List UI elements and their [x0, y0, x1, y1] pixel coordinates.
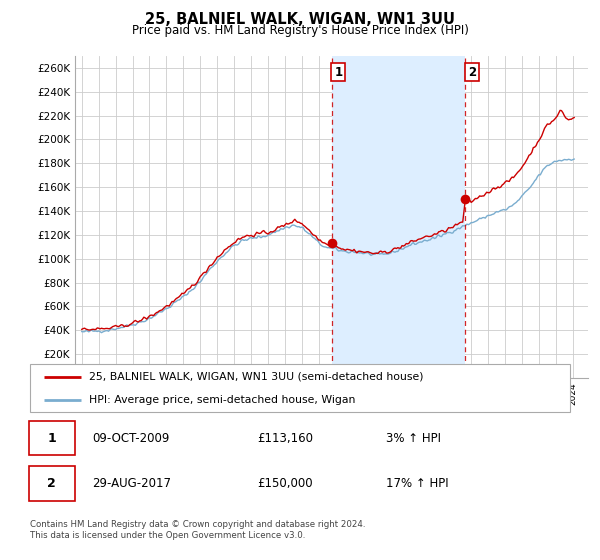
Text: 25, BALNIEL WALK, WIGAN, WN1 3UU: 25, BALNIEL WALK, WIGAN, WN1 3UU	[145, 12, 455, 27]
Text: Price paid vs. HM Land Registry's House Price Index (HPI): Price paid vs. HM Land Registry's House …	[131, 24, 469, 36]
Text: 25, BALNIEL WALK, WIGAN, WN1 3UU (semi-detached house): 25, BALNIEL WALK, WIGAN, WN1 3UU (semi-d…	[89, 372, 424, 382]
Text: 29-AUG-2017: 29-AUG-2017	[92, 477, 171, 489]
Text: 09-OCT-2009: 09-OCT-2009	[92, 432, 169, 445]
Text: Contains HM Land Registry data © Crown copyright and database right 2024.
This d: Contains HM Land Registry data © Crown c…	[30, 520, 365, 540]
Text: £113,160: £113,160	[257, 432, 313, 445]
Text: 2: 2	[47, 477, 56, 489]
Text: HPI: Average price, semi-detached house, Wigan: HPI: Average price, semi-detached house,…	[89, 395, 356, 405]
Text: 2: 2	[468, 66, 476, 78]
Text: 1: 1	[47, 432, 56, 445]
Bar	[332, 56, 466, 378]
Text: 1: 1	[334, 66, 343, 78]
FancyBboxPatch shape	[29, 421, 75, 455]
FancyBboxPatch shape	[29, 466, 75, 501]
Text: 17% ↑ HPI: 17% ↑ HPI	[386, 477, 449, 489]
Text: £150,000: £150,000	[257, 477, 313, 489]
Text: 3% ↑ HPI: 3% ↑ HPI	[386, 432, 442, 445]
